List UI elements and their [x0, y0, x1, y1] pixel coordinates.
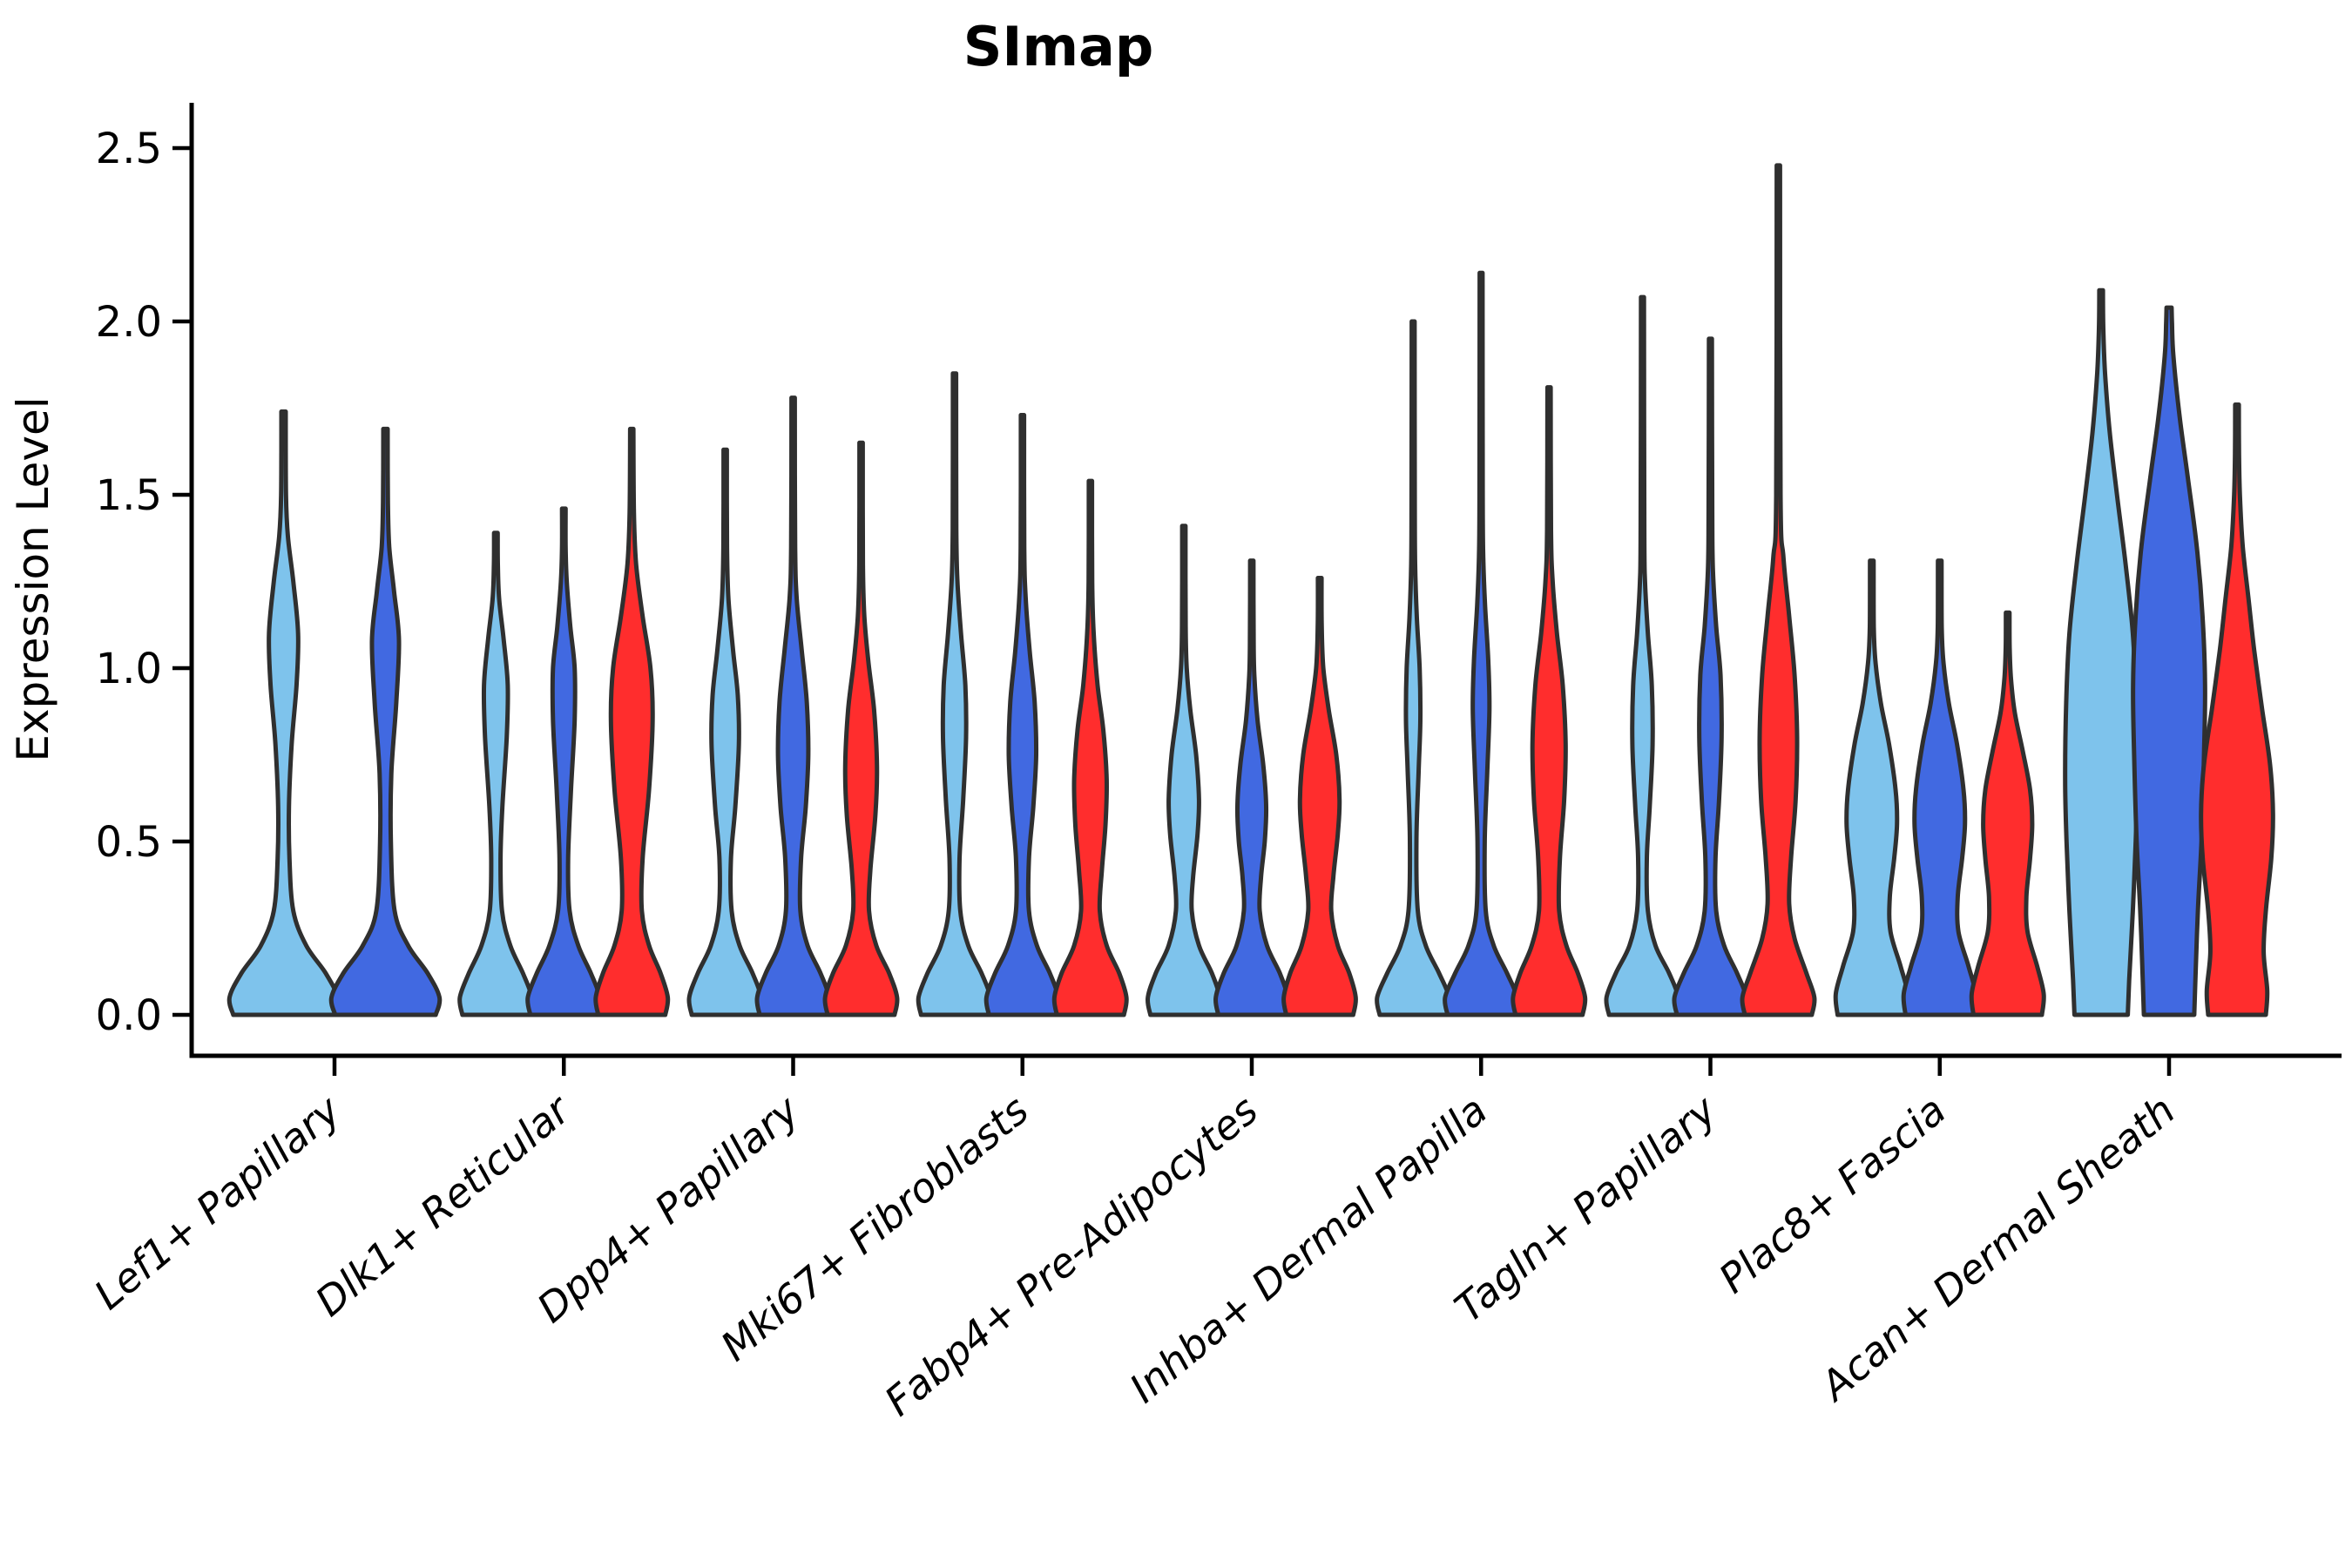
x-tick-label: Fabp4+ Pre-Adipocytes — [875, 1086, 1267, 1425]
violin-Tagln-Papillary-s1 — [1672, 336, 1749, 1017]
violin-Fabp4-Pre-Adipocytes-s2 — [1281, 576, 1358, 1017]
y-tick-label: 0.0 — [96, 991, 162, 1040]
y-tick-label: 1.0 — [96, 645, 162, 693]
violin-Inhba-Dermal-Papilla-s0 — [1375, 319, 1452, 1017]
violin-Lef1-Papillary-s1 — [328, 426, 443, 1017]
y-tick-label: 0.5 — [96, 818, 162, 867]
x-tick-label: Lef1+ Papillary — [85, 1086, 350, 1319]
violin-Acan-Dermal-Sheath-s0 — [2063, 287, 2139, 1017]
y-axis-label: Expression Level — [8, 396, 58, 761]
y-tick-label: 2.5 — [96, 125, 162, 173]
violins-layer — [226, 163, 2275, 1017]
violin-Mki67-Fibroblasts-s1 — [983, 413, 1061, 1017]
violin-Inhba-Dermal-Papilla-s1 — [1443, 270, 1520, 1017]
chart-title: SImap — [963, 15, 1154, 78]
violin-Lef1-Papillary-s0 — [226, 409, 341, 1017]
y-tick-label: 1.5 — [96, 471, 162, 520]
violin-Fabp4-Pre-Adipocytes-s1 — [1213, 558, 1291, 1017]
violin-Dpp4-Papillary-s1 — [754, 395, 832, 1017]
violin-Fabp4-Pre-Adipocytes-s0 — [1145, 524, 1223, 1017]
violin-Plac8-Fascia-s2 — [1969, 610, 2046, 1017]
violin-Inhba-Dermal-Papilla-s2 — [1511, 385, 1588, 1017]
violin-Mki67-Fibroblasts-s0 — [916, 371, 993, 1017]
y-tick-label: 2.0 — [96, 298, 162, 347]
violin-Plac8-Fascia-s1 — [1901, 558, 1978, 1017]
violin-Dlk1-Reticular-s0 — [457, 531, 535, 1017]
violin-Dpp4-Papillary-s0 — [686, 447, 764, 1017]
violin-Acan-Dermal-Sheath-s1 — [2131, 305, 2207, 1017]
violin-Plac8-Fascia-s0 — [1833, 558, 1910, 1017]
violin-Dlk1-Reticular-s2 — [593, 426, 671, 1017]
violin-Dpp4-Papillary-s2 — [822, 440, 900, 1017]
x-tick-label: Plac8+ Fascia — [1710, 1086, 1955, 1302]
violin-Tagln-Papillary-s0 — [1604, 294, 1681, 1017]
violin-Acan-Dermal-Sheath-s2 — [2199, 402, 2275, 1017]
violin-Dlk1-Reticular-s1 — [525, 506, 603, 1017]
violin-Mki67-Fibroblasts-s2 — [1051, 478, 1129, 1017]
violin-Tagln-Papillary-s2 — [1740, 163, 1817, 1017]
